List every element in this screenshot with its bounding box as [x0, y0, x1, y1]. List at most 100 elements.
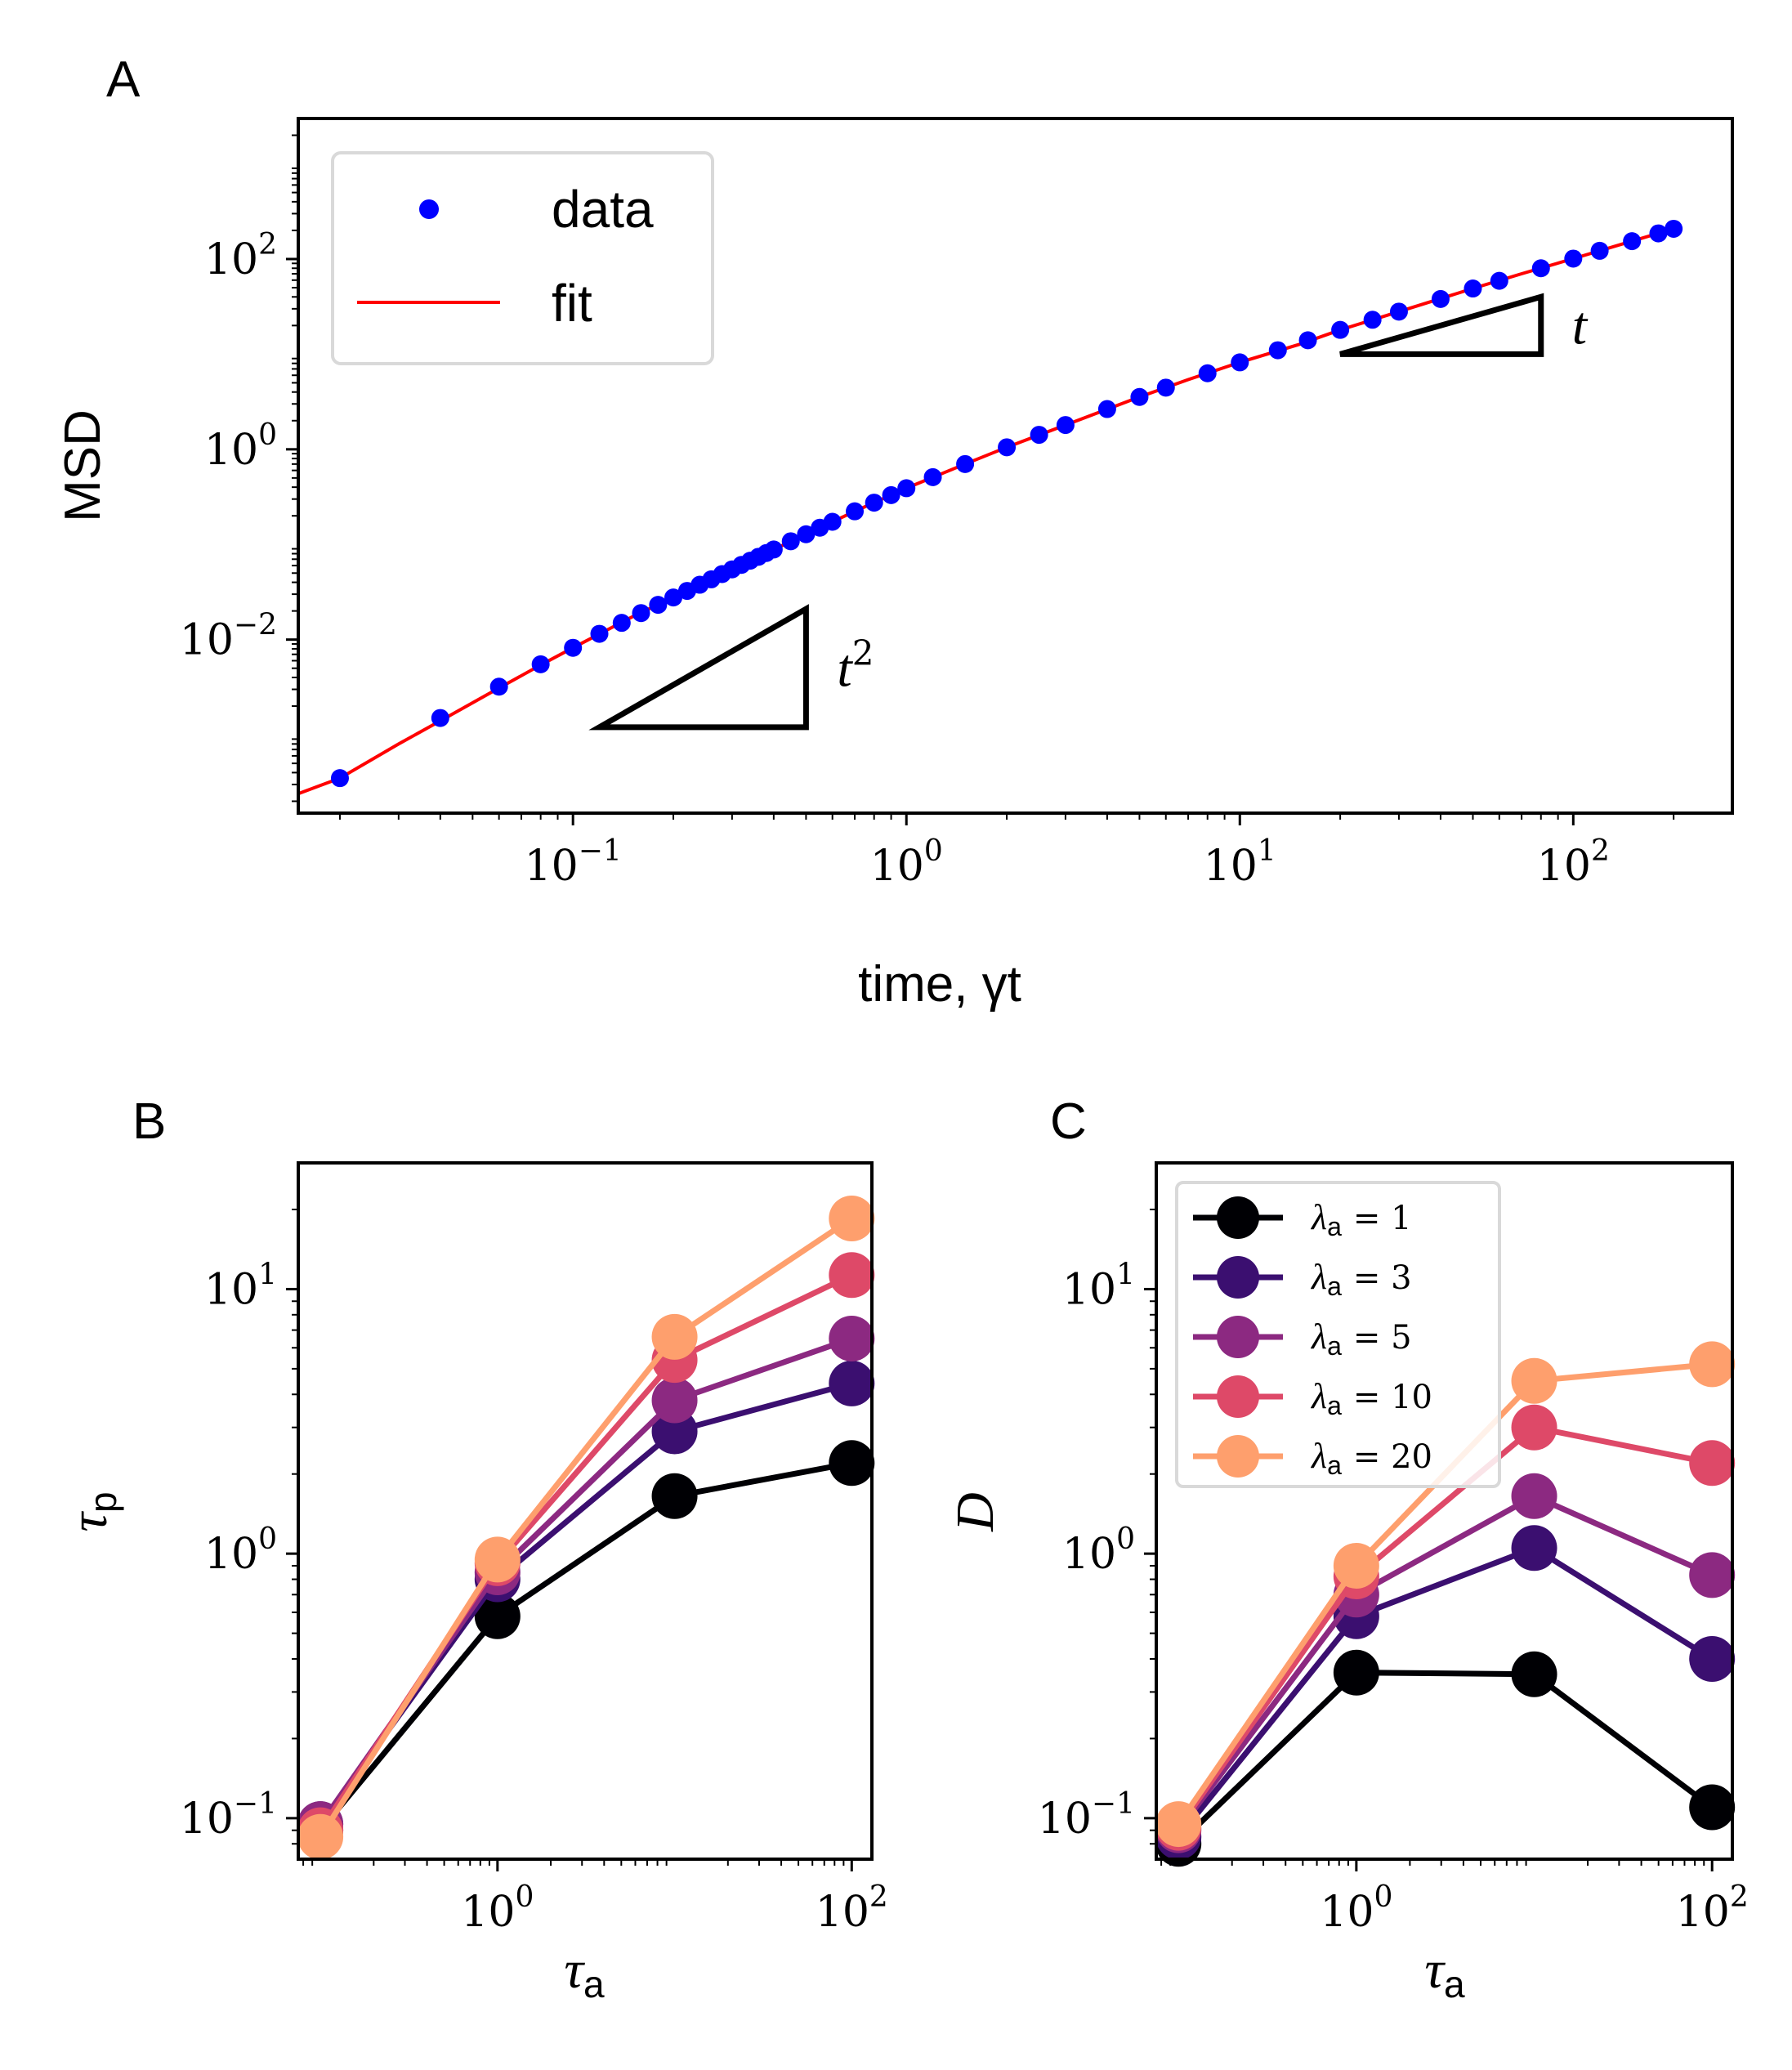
slope-label-t2: t2 — [837, 633, 874, 699]
legend-marker — [1217, 1375, 1259, 1418]
data-point — [1623, 232, 1642, 251]
tau-p-y-tick-label: 101 — [204, 1258, 277, 1314]
diffusion-plot-frame — [1155, 1161, 1734, 1861]
diffusion-y-tick-label: 10−1 — [1038, 1787, 1135, 1844]
diffusion-x-tick-label: 100 — [1320, 1880, 1392, 1937]
legend-data-marker — [419, 199, 439, 219]
diffusion-series-marker — [1155, 1801, 1202, 1848]
tau-p-x-tick-label-exp: 0 — [515, 1880, 534, 1914]
msd-y-tick-label-exp: 0 — [258, 418, 277, 452]
legend-label-sub: a — [1327, 1212, 1342, 1241]
msd-x-axis-label: time, γt — [858, 956, 1021, 1013]
tau-p-x-tick-label-base: 10 — [461, 1888, 515, 1937]
data-point — [1464, 279, 1482, 298]
legend-label-symbol: λ — [1310, 1436, 1327, 1476]
tau-p-y-tick-label-exp: 1 — [258, 1258, 277, 1291]
data-point — [865, 494, 883, 512]
diffusion-series-marker — [1689, 1635, 1736, 1682]
data-series — [330, 219, 1683, 788]
tau-p-x-tick-label: 102 — [816, 1880, 888, 1937]
data-point — [1231, 353, 1249, 372]
diffusion-series — [1155, 1341, 1736, 1867]
msd-y-tick-label-exp: −2 — [234, 609, 277, 642]
msd-y-tick-label: 10−2 — [180, 609, 277, 665]
diffusion-x-label-sub: a — [1444, 1963, 1465, 2005]
msd-plot-frame — [297, 117, 1734, 815]
data-point — [1590, 241, 1609, 260]
data-point — [1097, 400, 1116, 418]
legend-label: λa = 10 — [1310, 1376, 1432, 1420]
diffusion-series-line — [1176, 1545, 1714, 1839]
msd-x-tick-label-exp: −1 — [579, 834, 622, 868]
legend-label-value: = 20 — [1353, 1438, 1432, 1476]
tau-p-y-tick-label-base: 10 — [204, 1530, 258, 1579]
tau-p-y-tick-label-base: 10 — [180, 1795, 234, 1844]
data-point — [564, 638, 583, 657]
diffusion-y-tick-label: 101 — [1062, 1258, 1135, 1314]
legend-label-symbol: λ — [1310, 1317, 1327, 1357]
slope-triangle-t — [1339, 293, 1544, 357]
tau-p-series-marker — [651, 1313, 698, 1360]
tau-p-series-marker — [474, 1536, 521, 1583]
tau-p-series-line — [318, 1335, 853, 1826]
diffusion-y-tick-label-base: 10 — [1062, 1530, 1116, 1579]
diffusion-legend-box — [1175, 1181, 1501, 1488]
diffusion-y-tick-label: 100 — [1062, 1522, 1135, 1579]
data-point — [489, 677, 508, 696]
data-point — [590, 624, 609, 643]
legend-label-value: = 10 — [1353, 1379, 1432, 1416]
legend-marker — [1217, 1256, 1259, 1299]
slope-label-base: t — [837, 639, 853, 699]
legend-label-value: = 1 — [1353, 1200, 1412, 1237]
diffusion-x-tick-label-exp: 0 — [1374, 1880, 1392, 1914]
panel-label-b: B — [132, 1093, 166, 1150]
msd-y-tick-label-exp: 2 — [258, 228, 277, 262]
diffusion-series-marker — [1333, 1542, 1379, 1589]
tau-p-series-marker — [474, 1593, 521, 1639]
tau-p-series-marker — [829, 1360, 875, 1406]
tau-p-x-tick-label: 100 — [461, 1880, 534, 1937]
diffusion-y-tick-label-exp: −1 — [1092, 1787, 1135, 1821]
msd-x-tick-label-base: 10 — [525, 842, 579, 891]
slope-label-exp: 2 — [852, 633, 874, 673]
diffusion-x-tick-label-base: 10 — [1676, 1888, 1730, 1937]
msd-x-tick-label-base: 10 — [1204, 842, 1258, 891]
tau-p-x-label-symbol: τ — [564, 1940, 585, 2000]
msd-x-tick-label-base: 10 — [1537, 842, 1591, 891]
tau-p-series-marker — [651, 1473, 698, 1519]
tau-p-y-tick-label: 100 — [204, 1522, 277, 1579]
legend-label-sub: a — [1327, 1391, 1342, 1420]
diffusion-x-tick-label-exp: 2 — [1730, 1880, 1749, 1914]
panel-label-c: C — [1050, 1093, 1087, 1150]
data-point — [1531, 259, 1550, 278]
diffusion-series-marker — [1511, 1357, 1557, 1404]
tau-p-y-tick-label: 10−1 — [180, 1787, 277, 1844]
data-point — [1130, 387, 1149, 406]
legend-marker — [1217, 1196, 1259, 1239]
legend-marker — [1217, 1316, 1259, 1358]
data-point — [1156, 378, 1175, 397]
data-point — [1198, 364, 1217, 382]
diffusion-series-marker — [1333, 1649, 1379, 1696]
tau-p-series-marker — [829, 1316, 875, 1362]
msd-x-tick-label-exp: 2 — [1591, 834, 1610, 868]
diffusion-series-marker — [1689, 1440, 1736, 1487]
data-point — [431, 709, 449, 727]
data-point — [1389, 302, 1408, 321]
tau-p-plot-frame — [297, 1161, 874, 1861]
data-point — [649, 596, 668, 615]
legend-data-label: data — [552, 180, 654, 239]
tau-p-y-tick-label-exp: 0 — [258, 1522, 277, 1556]
data-point — [823, 512, 842, 531]
slope-triangles: t2t — [588, 293, 1589, 731]
tau-p-x-axis-label: τa — [564, 1940, 605, 2005]
data-point — [1564, 249, 1583, 268]
legend-label-value: = 5 — [1353, 1319, 1412, 1357]
legend-label-sub: a — [1327, 1272, 1342, 1301]
tau-p-y-tick-label-base: 10 — [204, 1265, 258, 1314]
legend-label-symbol: λ — [1310, 1257, 1327, 1297]
msd-legend-box — [331, 151, 714, 365]
data-point — [781, 532, 800, 551]
